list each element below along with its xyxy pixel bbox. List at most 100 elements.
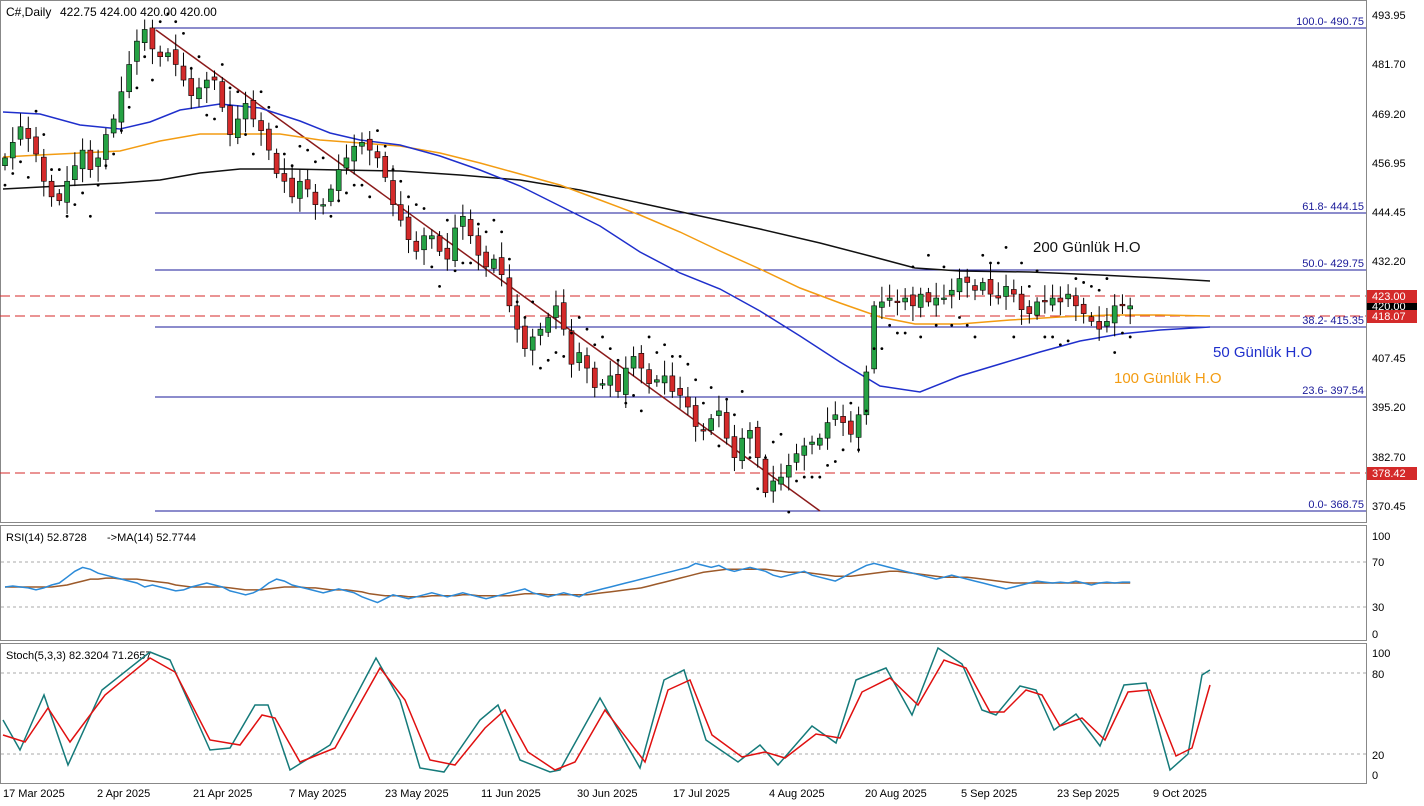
- sar-dot: [205, 113, 209, 117]
- candle-body: [72, 165, 78, 181]
- candle-body: [537, 328, 544, 336]
- sar-dot: [135, 86, 139, 90]
- sar-dot: [492, 218, 496, 222]
- candle-body: [297, 180, 303, 199]
- sar-dot: [1004, 246, 1008, 249]
- price-tick: 481.70: [1372, 59, 1406, 71]
- sar-dot: [1121, 331, 1124, 335]
- sar-dot: [42, 133, 46, 136]
- rsi-title: RSI(14) 52.8728: [6, 532, 87, 544]
- sar-dot: [329, 214, 333, 218]
- candle-body: [64, 180, 70, 203]
- sma200-label: 200 Günlük H.O: [1033, 239, 1141, 256]
- candle-body: [886, 297, 893, 301]
- candle-body: [700, 429, 707, 432]
- sar-dot: [849, 401, 853, 405]
- sar-dot: [756, 487, 760, 491]
- sar-dot: [399, 179, 403, 183]
- rsi-panel: RSI(14) 52.8728 ->MA(14) 52.7744 100 70 …: [1, 531, 1390, 641]
- date-tick: 4 Aug 2025: [769, 788, 825, 800]
- candle-body: [180, 65, 187, 81]
- candle-body: [522, 325, 528, 349]
- sar-dot: [833, 460, 837, 463]
- sar-dot: [663, 343, 666, 347]
- sar-dot: [810, 475, 814, 479]
- candle-body: [95, 157, 101, 167]
- date-tick: 7 May 2025: [289, 788, 346, 800]
- candle-body: [801, 445, 808, 456]
- sar-dot: [73, 203, 77, 207]
- candlestick-series: [2, 19, 1133, 503]
- sar-dot: [220, 63, 224, 66]
- sar-dot: [779, 432, 783, 436]
- parabolic-sar: [3, 12, 1132, 514]
- candle-body: [483, 251, 489, 268]
- stoch-panel-frame: [0, 643, 1367, 784]
- sar-dot: [19, 160, 22, 164]
- candle-body: [203, 79, 210, 89]
- sar-dot: [624, 401, 628, 405]
- sar-dot: [585, 327, 589, 331]
- candle-body: [824, 422, 831, 439]
- candle-body: [335, 169, 342, 191]
- candle-body: [832, 414, 839, 420]
- sar-dot: [158, 20, 162, 24]
- candle-body: [979, 282, 986, 291]
- sar-dot: [593, 343, 597, 347]
- candle-body: [149, 27, 156, 50]
- candle-body: [1111, 305, 1118, 324]
- sar-dot: [531, 300, 535, 304]
- candle-body: [591, 367, 598, 388]
- date-tick: 30 Jun 2025: [577, 788, 638, 800]
- candle-body: [995, 295, 1002, 299]
- candle-body: [747, 430, 753, 439]
- sar-dot: [500, 230, 504, 234]
- candle-body: [956, 278, 963, 293]
- sar-dot: [197, 55, 201, 59]
- price-tick: 493.95: [1372, 10, 1406, 22]
- sma50-label: 50 Günlük H.O: [1213, 344, 1312, 361]
- sar-dot: [88, 214, 92, 218]
- sar-dot: [934, 323, 938, 327]
- sar-dot: [26, 175, 30, 179]
- candle-body: [382, 156, 389, 178]
- candle-body: [289, 177, 295, 198]
- candle-body: [188, 78, 195, 96]
- sar-dot: [1035, 269, 1039, 273]
- sar-dot: [236, 90, 240, 94]
- fib-label-236: 23.6- 397.54: [1302, 385, 1364, 397]
- sar-dot: [120, 129, 123, 133]
- candle-body: [607, 375, 614, 386]
- price-tag-423-text: 423.00: [1372, 291, 1406, 303]
- chart-symbol: C#,Daily: [6, 5, 51, 19]
- price-tag-418: [1367, 310, 1417, 323]
- sar-dot: [508, 257, 511, 261]
- sar-dot: [306, 148, 310, 152]
- candle-body: [421, 235, 427, 251]
- sar-dot: [577, 316, 581, 319]
- rsi-tick: 0: [1372, 629, 1378, 641]
- candle-body: [685, 396, 691, 408]
- sar-dot: [267, 105, 271, 109]
- sar-dot: [1043, 335, 1047, 339]
- sar-dot: [989, 261, 992, 265]
- sar-dot: [275, 125, 278, 129]
- sar-dot: [244, 133, 247, 136]
- candle-body: [165, 52, 171, 58]
- candle-body: [266, 128, 272, 151]
- fibonacci-levels: 100.0- 490.75 61.8- 444.15 50.0- 429.75 …: [155, 16, 1366, 512]
- candle-body: [366, 138, 373, 151]
- price-tick: 382.70: [1372, 452, 1406, 464]
- sar-dot: [484, 230, 488, 234]
- candle-body: [708, 418, 714, 431]
- candle-body: [320, 204, 326, 207]
- candle-body: [9, 142, 16, 159]
- candle-body: [584, 355, 590, 369]
- sar-dot: [632, 393, 635, 397]
- sar-dot: [546, 358, 550, 362]
- sar-dot: [1051, 335, 1054, 339]
- candle-body: [1034, 301, 1040, 316]
- stoch-tick: 20: [1372, 750, 1384, 762]
- sar-dot: [1128, 335, 1132, 339]
